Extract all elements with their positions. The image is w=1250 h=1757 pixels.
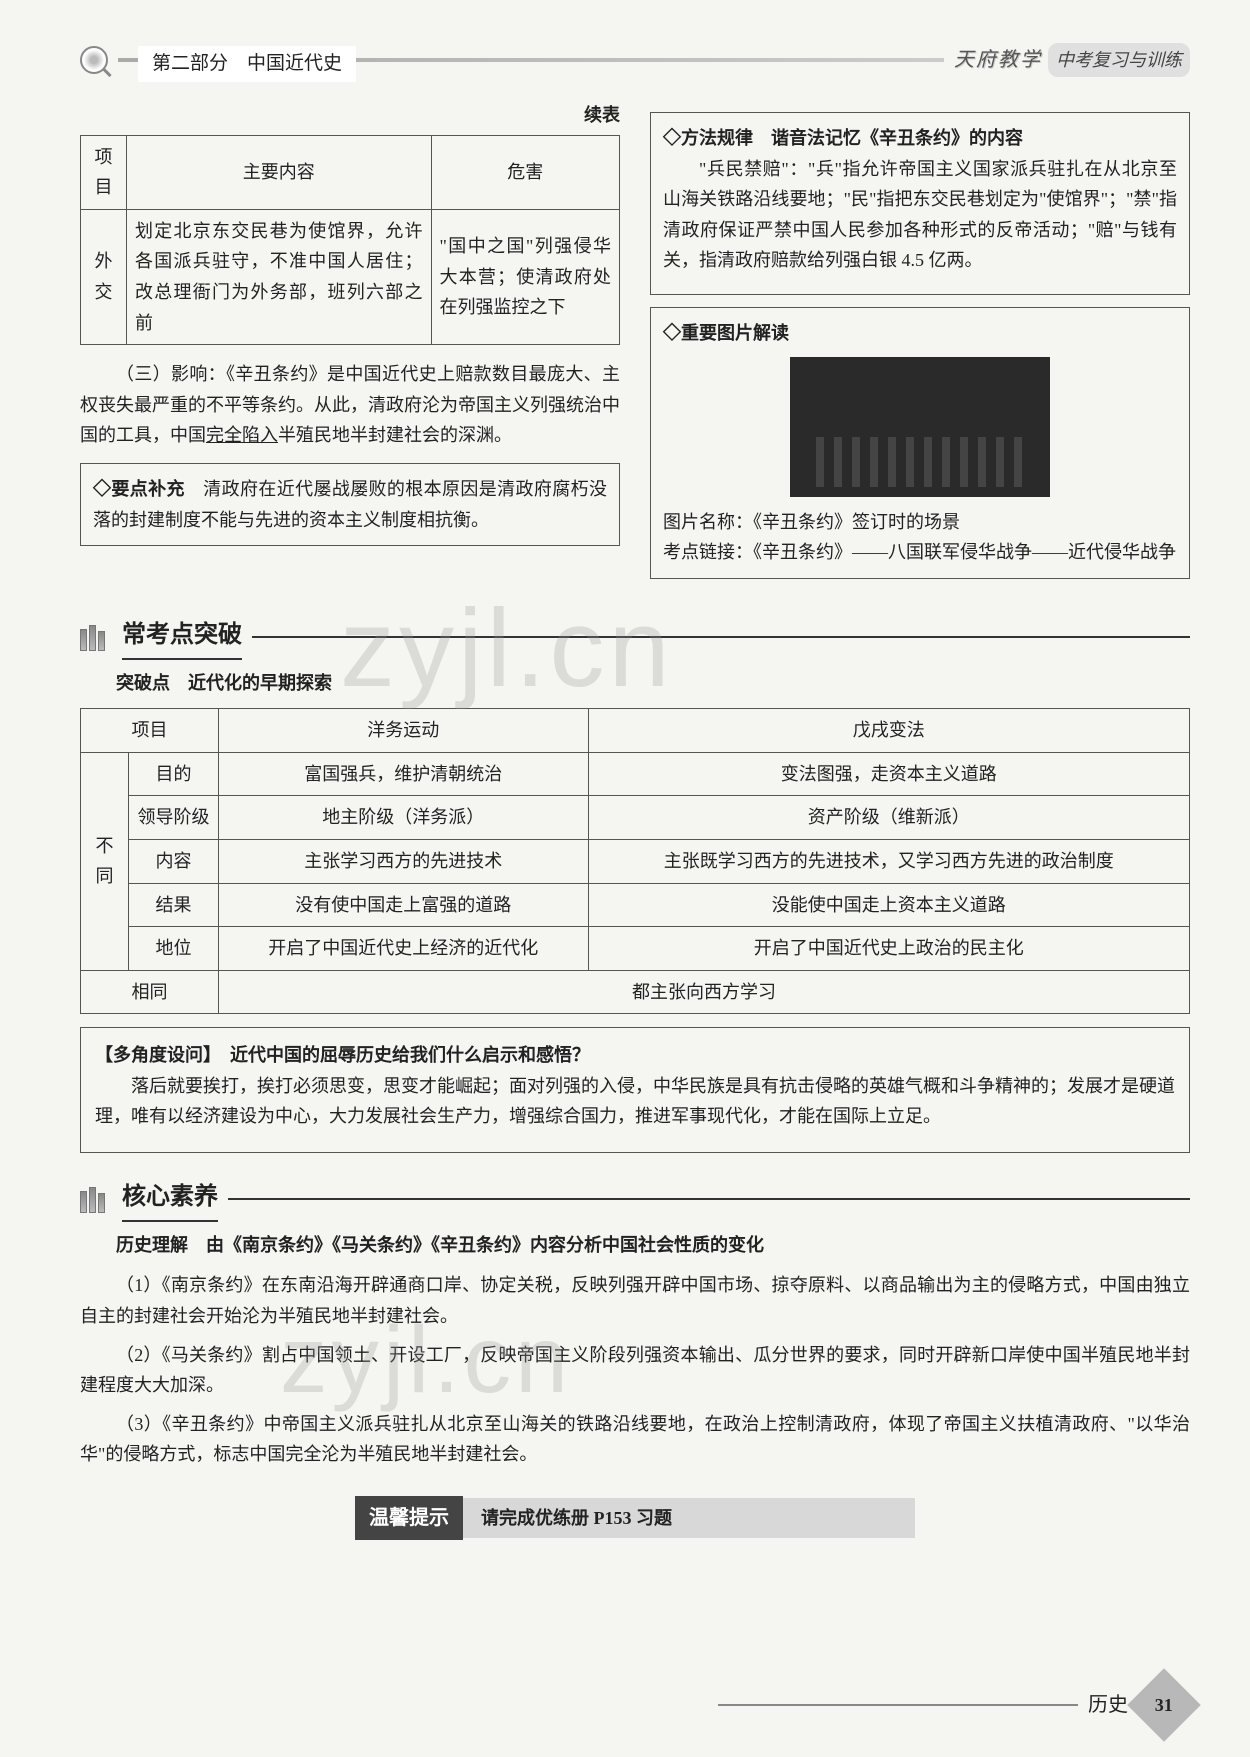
header-left: [80, 46, 108, 74]
breakthrough-subpoint: 突破点 近代化的早期探索: [116, 668, 1190, 699]
top-two-columns: 续表 项目 主要内容 危害 外交 划定北京东交民巷为使馆界，允许各国派兵驻守，不…: [80, 100, 1190, 591]
th-yangwu: 洋务运动: [219, 709, 589, 753]
question-title: 【多角度设问】 近代中国的屈辱历史给我们什么启示和感悟？: [95, 1045, 590, 1065]
hint-label: 温馨提示: [355, 1496, 463, 1540]
impact-tail: 半殖民地半封建社会的深渊。: [278, 425, 512, 445]
same-value: 都主张向西方学习: [219, 970, 1190, 1014]
footer-rule: [718, 1704, 1078, 1706]
th-item: 项目: [81, 709, 219, 753]
table-row: 不同 目的 富国强兵，维护清朝统治 变法图强，走资本主义道路: [81, 752, 1190, 796]
magnifier-icon: [80, 46, 108, 74]
cell-b: 变法图强，走资本主义道路: [588, 752, 1189, 796]
impact-underline: 完全陷入: [206, 425, 278, 445]
footer-subject: 历史: [1088, 1688, 1128, 1722]
image-box: ◇重要图片解读 图片名称：《辛丑条约》签订时的场景 考点链接：《辛丑条约》——八…: [650, 307, 1190, 579]
comparison-table: 项目 洋务运动 戊戌变法 不同 目的 富国强兵，维护清朝统治 变法图强，走资本主…: [80, 708, 1190, 1014]
row-label: 目的: [129, 752, 219, 796]
right-column: ◇方法规律 谐音法记忆《辛丑条约》的内容 "兵民禁赔"："兵"指允许帝国主义国家…: [650, 100, 1190, 591]
group-different: 不同: [81, 752, 129, 970]
question-body: 落后就要挨打，挨打必须思变，思变才能崛起；面对列强的入侵，中华民族是具有抗击侵略…: [95, 1071, 1175, 1132]
part-title: 第二部分 中国近代史: [138, 46, 356, 82]
image-caption-name: 图片名称：《辛丑条约》签订时的场景: [663, 507, 1177, 538]
image-box-title: ◇重要图片解读: [663, 318, 1177, 349]
header-brand: 天府教学 中考复习与训练: [954, 43, 1190, 78]
th-wuxu: 戊戌变法: [588, 709, 1189, 753]
cell-a: 地主阶级（洋务派）: [219, 796, 589, 840]
section-rule: [228, 1198, 1190, 1200]
page-header: 第二部分 中国近代史 天府教学 中考复习与训练: [80, 40, 1190, 80]
row-label: 结果: [129, 883, 219, 927]
page-number: 31: [1155, 1690, 1173, 1721]
cell-b: 开启了中国近代史上政治的民主化: [588, 927, 1189, 971]
page-number-badge: 31: [1127, 1668, 1201, 1742]
continued-label: 续表: [80, 100, 620, 131]
supplement-box: ◇要点补充 清政府在近代屡战屡败的根本原因是清政府腐朽没落的封建制度不能与先进的…: [80, 463, 620, 546]
cell-a: 主张学习西方的先进技术: [219, 839, 589, 883]
th-harm: 危害: [431, 135, 619, 209]
cell-a: 没有使中国走上富强的道路: [219, 883, 589, 927]
header-rule: 第二部分 中国近代史: [118, 58, 944, 62]
cell-b: 资产阶级（维新派）: [588, 796, 1189, 840]
th-item: 项目: [81, 135, 127, 209]
question-box: 【多角度设问】 近代中国的屈辱历史给我们什么启示和感悟？ 落后就要挨打，挨打必须…: [80, 1027, 1190, 1153]
page-footer: 历史 31: [718, 1679, 1190, 1731]
brand-name: 天府教学: [954, 43, 1042, 77]
method-title: ◇方法规律 谐音法记忆《辛丑条约》的内容: [663, 123, 1177, 154]
treaty-table: 项目 主要内容 危害 外交 划定北京东交民巷为使馆界，允许各国派兵驻守，不准中国…: [80, 135, 620, 346]
row-label: 领导阶级: [129, 796, 219, 840]
impact-paragraph: （三）影响：《辛丑条约》是中国近代史上赔款数目最庞大、主权丧失最严重的不平等条约…: [80, 359, 620, 451]
table-row: 内容 主张学习西方的先进技术 主张既学习西方的先进技术，又学习西方先进的政治制度: [81, 839, 1190, 883]
row-label: 外交: [81, 209, 127, 344]
row-label: 内容: [129, 839, 219, 883]
core-p3: （3）《辛丑条约》中帝国主义派兵驻扎从北京至山海关的铁路沿线要地，在政治上控制清…: [80, 1409, 1190, 1470]
method-body: "兵民禁赔"："兵"指允许帝国主义国家派兵驻扎在从北京至山海关铁路沿线要地；"民…: [663, 154, 1177, 276]
books-icon: [80, 623, 112, 651]
cell-b: 没能使中国走上资本主义道路: [588, 883, 1189, 927]
image-caption-link: 考点链接：《辛丑条约》——八国联军侵华战争——近代侵华战争: [663, 537, 1177, 568]
cell-a: 开启了中国近代史上经济的近代化: [219, 927, 589, 971]
cell-a: 富国强兵，维护清朝统治: [219, 752, 589, 796]
table-row: 结果 没有使中国走上富强的道路 没能使中国走上资本主义道路: [81, 883, 1190, 927]
breakthrough-header: 常考点突破: [80, 615, 1190, 660]
th-content: 主要内容: [127, 135, 432, 209]
treaty-photo: [790, 357, 1050, 497]
cell-b: 主张既学习西方的先进技术，又学习西方先进的政治制度: [588, 839, 1189, 883]
group-same: 相同: [81, 970, 219, 1014]
table-header-row: 项目 洋务运动 戊戌变法: [81, 709, 1190, 753]
brand-subtitle: 中考复习与训练: [1048, 43, 1190, 78]
left-column: 续表 项目 主要内容 危害 外交 划定北京东交民巷为使馆界，允许各国派兵驻守，不…: [80, 100, 620, 558]
core-header: 核心素养: [80, 1177, 1190, 1222]
method-box: ◇方法规律 谐音法记忆《辛丑条约》的内容 "兵民禁赔"："兵"指允许帝国主义国家…: [650, 112, 1190, 295]
core-p1: （1）《南京条约》在东南沿海开辟通商口岸、协定关税，反映列强开辟中国市场、掠夺原…: [80, 1270, 1190, 1331]
breakthrough-title: 常考点突破: [122, 615, 242, 660]
table-row: 领导阶级 地主阶级（洋务派） 资产阶级（维新派）: [81, 796, 1190, 840]
table-row: 地位 开启了中国近代史上经济的近代化 开启了中国近代史上政治的民主化: [81, 927, 1190, 971]
core-title: 核心素养: [122, 1177, 218, 1222]
core-lead: 历史理解 由《南京条约》《马关条约》《辛丑条约》内容分析中国社会性质的变化: [116, 1230, 1190, 1261]
table-row-same: 相同 都主张向西方学习: [81, 970, 1190, 1014]
row-content: 划定北京东交民巷为使馆界，允许各国派兵驻守，不准中国人居住；改总理衙门为外务部，…: [127, 209, 432, 344]
hint-text: 请完成优练册 P153 习题: [463, 1498, 915, 1539]
core-p2: （2）《马关条约》割占中国领土、开设工厂，反映帝国主义阶段列强资本输出、瓜分世界…: [80, 1340, 1190, 1401]
table-header-row: 项目 主要内容 危害: [81, 135, 620, 209]
books-icon: [80, 1185, 112, 1213]
table-row: 外交 划定北京东交民巷为使馆界，允许各国派兵驻守，不准中国人居住；改总理衙门为外…: [81, 209, 620, 344]
row-label: 地位: [129, 927, 219, 971]
hint-bar: 温馨提示 请完成优练册 P153 习题: [355, 1496, 915, 1540]
section-rule: [252, 636, 1190, 638]
row-harm: "国中之国"列强侵华大本营；使清政府处在列强监控之下: [431, 209, 619, 344]
supplement-title: ◇要点补充: [93, 479, 185, 499]
